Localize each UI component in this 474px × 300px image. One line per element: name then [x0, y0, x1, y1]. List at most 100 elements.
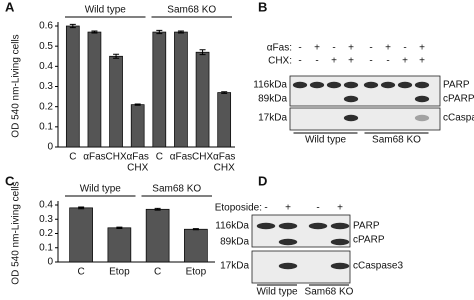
bar — [152, 31, 167, 148]
condition-label: αFas: — [267, 43, 292, 54]
x-tick-label: αFas — [126, 152, 148, 163]
marker-label: 116kDa — [215, 221, 249, 232]
group-label: Sam68 KO — [305, 287, 354, 298]
band — [278, 238, 298, 246]
condition-sign: + — [419, 43, 425, 54]
band — [330, 238, 350, 246]
group-label: Sam68 KO — [372, 135, 421, 146]
bar — [184, 228, 208, 263]
condition-sign: + — [348, 43, 354, 54]
band — [278, 262, 298, 270]
condition-sign: + — [419, 56, 425, 67]
band — [256, 222, 276, 230]
condition-sign: - — [316, 203, 319, 214]
band — [343, 95, 359, 103]
error-bar — [78, 206, 85, 210]
band — [343, 114, 359, 122]
group-label: Wild type — [256, 287, 298, 298]
panel-label: D — [258, 173, 267, 188]
condition-sign: - — [298, 56, 301, 67]
error-bar — [177, 30, 184, 34]
marker-label: 17kDa — [220, 261, 249, 272]
error-bar — [91, 30, 98, 34]
group-label: Wild type — [305, 135, 347, 146]
band — [380, 81, 396, 89]
error-bar — [154, 207, 161, 211]
bar — [69, 207, 93, 263]
x-tick-label: αFas — [213, 152, 235, 163]
bar — [107, 227, 132, 263]
band — [308, 222, 328, 230]
error-bar — [156, 29, 163, 35]
x-tick-label: CHX — [192, 152, 213, 163]
condition-sign: - — [386, 56, 389, 67]
y-tick-label: 0.3 — [39, 214, 53, 225]
condition-label: CHX: — [268, 56, 292, 67]
y-tick-label: 0.1 — [39, 242, 53, 253]
x-tick-label: αFas — [83, 152, 105, 163]
band — [292, 81, 308, 89]
band — [330, 262, 350, 270]
error-bar — [199, 49, 206, 56]
condition-sign: + — [314, 43, 320, 54]
band — [414, 81, 430, 89]
y-tick-label: 0.2 — [39, 228, 53, 239]
condition-sign: + — [348, 56, 354, 67]
error-bar — [116, 226, 123, 230]
condition-sign: + — [285, 203, 291, 214]
band — [330, 222, 350, 230]
condition-sign: - — [332, 43, 335, 54]
bar — [145, 208, 170, 263]
condition-sign: + — [402, 56, 408, 67]
bar — [217, 92, 232, 148]
x-tick-label: CHX — [127, 163, 148, 174]
band — [278, 222, 298, 230]
blot — [289, 75, 441, 107]
marker-label: 89kDa — [258, 94, 287, 105]
y-tick-label: 0 — [47, 142, 53, 153]
x-tick-label: C — [154, 267, 161, 278]
band — [343, 81, 359, 89]
marker-label: 17kDa — [258, 113, 287, 124]
y-axis-label: OD 540 nm-Living cells — [11, 181, 22, 284]
y-tick-label: 0.3 — [39, 81, 53, 92]
band-label: cPARP — [443, 94, 474, 105]
condition-sign: - — [403, 43, 406, 54]
condition-sign: - — [369, 43, 372, 54]
x-tick-label: αFas — [170, 152, 192, 163]
band — [414, 95, 430, 103]
band — [326, 81, 342, 89]
bar — [65, 25, 80, 148]
error-bar — [69, 23, 76, 29]
panel-label: A — [5, 0, 15, 14]
group-label: Sam68 KO — [152, 184, 201, 195]
error-bar — [113, 53, 120, 59]
condition-sign: + — [331, 56, 337, 67]
condition-sign: + — [337, 203, 343, 214]
x-tick-label: C — [156, 152, 163, 163]
y-tick-label: 0 — [47, 257, 53, 268]
group-label: Sam68 KO — [167, 5, 216, 16]
group-label: Wild type — [85, 5, 127, 16]
condition-sign: - — [369, 56, 372, 67]
x-tick-label: C — [78, 267, 85, 278]
bar — [174, 31, 188, 148]
group-label: Wild type — [80, 184, 122, 195]
error-bar — [221, 91, 228, 94]
marker-label: 89kDa — [220, 237, 249, 248]
band — [414, 114, 430, 122]
band-label: cCaspase3 — [443, 113, 474, 124]
marker-label: 116kDa — [253, 80, 287, 91]
bar — [130, 104, 145, 148]
x-tick-label: Etop — [109, 267, 130, 278]
band — [397, 81, 413, 89]
band-label: cPARP — [353, 235, 385, 246]
error-bar — [192, 228, 199, 231]
y-axis-label: OD 540 nm-Living cells — [11, 34, 22, 137]
band — [363, 81, 379, 89]
x-tick-label: CHX — [214, 163, 235, 174]
condition-sign: + — [385, 43, 391, 54]
y-tick-label: 0.4 — [39, 61, 53, 72]
y-tick-label: 0.2 — [39, 101, 53, 112]
